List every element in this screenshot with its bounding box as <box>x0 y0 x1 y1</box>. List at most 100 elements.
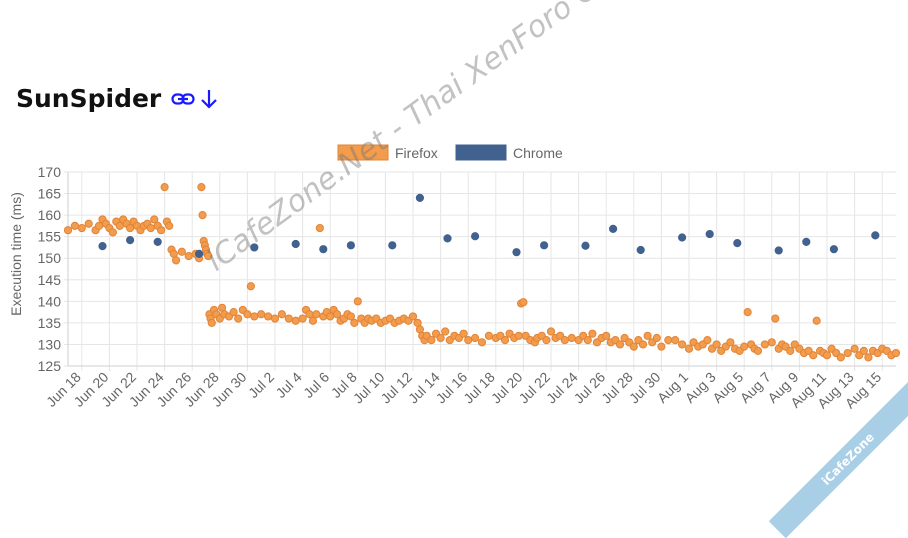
firefox-point <box>546 327 556 336</box>
chrome-point <box>802 237 811 246</box>
y-tick-label: 130 <box>38 336 62 352</box>
firefox-point <box>270 314 280 323</box>
firefox-point <box>204 251 213 261</box>
firefox-point <box>157 226 166 235</box>
firefox-point <box>843 348 852 358</box>
chrome-point <box>609 224 618 234</box>
firefox-point <box>786 346 795 356</box>
firefox-point <box>760 340 770 349</box>
firefox-point <box>743 308 752 317</box>
firefox-point <box>542 336 551 345</box>
chart-legend: Firefox Chrome <box>337 144 563 161</box>
firefox-point <box>350 318 359 327</box>
firefox-point <box>353 297 362 306</box>
firefox-point <box>891 348 901 358</box>
firefox-point <box>441 327 450 336</box>
firefox-point <box>864 353 873 362</box>
y-tick-label: 125 <box>38 358 62 374</box>
firefox-point <box>671 336 680 345</box>
firefox-point <box>643 331 652 340</box>
chrome-point <box>733 239 742 248</box>
y-tick-label: 155 <box>38 229 62 245</box>
firefox-point <box>250 312 259 321</box>
firefox-point <box>859 346 868 356</box>
title-row: SunSpider <box>16 84 219 113</box>
firefox-point <box>836 353 845 362</box>
x-tick-label: Jul 4 <box>272 369 304 401</box>
firefox-point <box>172 256 181 265</box>
firefox-point <box>477 338 487 347</box>
firefox-point <box>771 314 780 323</box>
firefox-point <box>108 228 117 237</box>
legend-chrome-swatch <box>455 144 507 161</box>
firefox-point <box>726 338 735 347</box>
firefox-point <box>160 182 169 192</box>
firefox-point <box>70 221 80 230</box>
x-tick-label: Jul 6 <box>300 369 332 401</box>
legend-chrome-label: Chrome <box>513 145 563 161</box>
firefox-point <box>602 331 611 340</box>
firefox-point <box>63 226 73 235</box>
firefox-point <box>197 182 206 192</box>
firefox-point <box>84 219 93 228</box>
chrome-point <box>512 248 521 257</box>
firefox-point <box>464 336 473 345</box>
firefox-point <box>436 333 445 343</box>
arrow-down-icon[interactable] <box>199 88 219 110</box>
x-tick-label: Jul 30 <box>626 369 664 407</box>
y-tick-label: 135 <box>38 315 62 331</box>
firefox-point <box>809 351 818 360</box>
chrome-point <box>291 239 300 249</box>
firefox-point <box>664 336 673 345</box>
firefox-point <box>712 340 721 349</box>
firefox-point <box>198 211 207 220</box>
firefox-point <box>629 342 638 351</box>
firefox-point <box>753 346 763 356</box>
firefox-point <box>315 223 324 233</box>
firefox-point <box>298 314 307 323</box>
link-icon[interactable] <box>171 91 195 107</box>
firefox-point <box>583 336 592 345</box>
y-tick-label: 160 <box>38 207 62 223</box>
firefox-point <box>703 336 712 345</box>
firefox-point <box>408 312 418 321</box>
firefox-point <box>767 338 776 347</box>
chrome-point <box>153 237 162 246</box>
firefox-point <box>459 329 468 338</box>
firefox-point <box>567 333 576 343</box>
firefox-point <box>822 351 832 360</box>
chrome-point <box>415 193 424 202</box>
y-tick-label: 140 <box>38 293 62 309</box>
firefox-point <box>500 336 510 345</box>
x-tick-label: Aug 5 <box>709 369 746 406</box>
x-tick-label: Aug 1 <box>654 369 691 406</box>
x-tick-label: Jul 2 <box>245 369 277 401</box>
y-axis-label: Execution time (ms) <box>8 192 24 316</box>
firefox-point <box>427 336 436 345</box>
firefox-point <box>684 344 694 353</box>
chart-points <box>63 182 901 362</box>
chrome-point <box>540 241 549 250</box>
firefox-point <box>312 310 321 319</box>
chrome-point <box>346 241 355 250</box>
chrome-point <box>581 241 590 250</box>
firefox-point <box>812 316 821 325</box>
firefox-point <box>165 221 174 230</box>
firefox-point <box>484 331 493 340</box>
firefox-point <box>652 333 661 343</box>
legend-firefox-label: Firefox <box>395 145 438 161</box>
legend-firefox-swatch <box>337 144 389 161</box>
chrome-point <box>471 232 480 241</box>
firefox-point <box>519 298 528 307</box>
chrome-point <box>774 246 783 255</box>
firefox-point <box>308 316 318 325</box>
firefox-point <box>638 340 648 349</box>
firefox-point <box>588 329 597 338</box>
firefox-point <box>471 333 480 343</box>
firefox-point <box>246 282 255 291</box>
firefox-point <box>177 247 186 256</box>
y-tick-label: 150 <box>38 250 62 266</box>
chrome-point <box>871 231 880 240</box>
